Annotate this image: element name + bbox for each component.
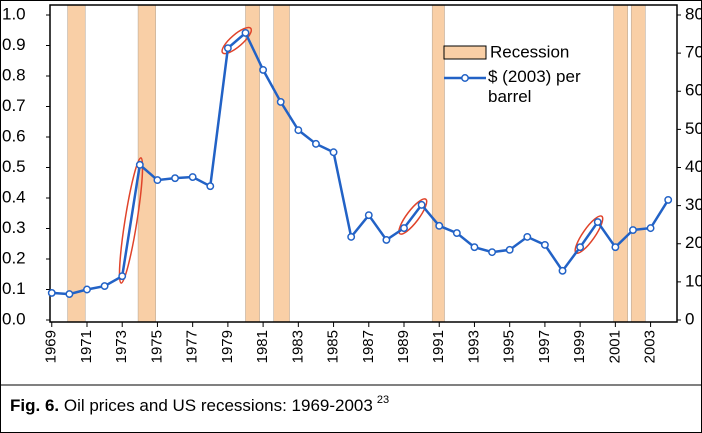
recession-bar — [245, 4, 260, 323]
data-point — [294, 126, 303, 135]
y-tick-label: 0.3 — [2, 218, 26, 237]
y2-tick-label: 60 — [685, 81, 702, 100]
x-tick-label: 1975 — [148, 330, 165, 363]
data-point — [435, 221, 444, 230]
x-tick-label: 1979 — [219, 330, 236, 363]
recession-bar — [431, 4, 445, 323]
y2-tick-label: 80 — [685, 4, 702, 23]
data-point — [118, 272, 127, 281]
legend-marker — [461, 74, 469, 82]
y-tick-label: 0.7 — [2, 96, 26, 115]
data-point — [593, 218, 602, 226]
y-tick-label: 0.9 — [2, 35, 26, 54]
data-point — [576, 243, 585, 252]
data-point — [83, 285, 91, 294]
data-point — [646, 224, 655, 233]
data-point — [558, 266, 567, 275]
data-point — [100, 282, 109, 291]
data-point — [488, 248, 497, 257]
legend-text-box: $ (2003) per barrel — [488, 67, 581, 106]
data-point — [611, 243, 620, 252]
data-point — [65, 290, 74, 299]
data-point — [171, 174, 179, 183]
data-point — [311, 139, 320, 148]
recession-bar — [613, 4, 628, 323]
y2-tick-label: 30 — [685, 195, 702, 214]
x-tick-label: 1989 — [395, 330, 412, 363]
y-tick-label: 0.8 — [2, 65, 26, 84]
x-tick-label: 1995 — [501, 330, 518, 363]
y-tick-label: 1.0 — [2, 4, 26, 23]
data-point — [206, 182, 215, 191]
data-point — [347, 232, 356, 241]
y-tick-label: 0.5 — [2, 157, 26, 176]
data-point — [188, 173, 197, 181]
x-tick-label: 2003 — [642, 330, 659, 363]
x-tick-label: 1983 — [289, 330, 306, 363]
x-tick-label: 1969 — [43, 330, 60, 363]
data-point — [153, 176, 162, 185]
legend-label: Recession — [490, 42, 569, 61]
x-tick-label: 1973 — [113, 330, 130, 363]
recession-bar — [273, 4, 290, 323]
caption-ref: 23 — [377, 394, 389, 406]
highlight-oval — [398, 198, 428, 235]
data-point — [47, 288, 56, 297]
data-point — [664, 195, 673, 204]
data-point — [629, 226, 637, 234]
recession-bar — [67, 4, 86, 323]
y-tick-label: 0.2 — [2, 248, 26, 267]
data-point — [417, 200, 426, 209]
plot: 0.0 0.1 0.2 0.3 0.4 0.5 0.6 0.7 0.8 0.9 1.0 0 10 20 30… — [2, 4, 702, 363]
data-point — [452, 229, 461, 238]
y-tick-label: 0.4 — [2, 187, 26, 206]
y-tick-label: 0.6 — [2, 126, 26, 145]
data-point — [223, 44, 232, 53]
x-tick-label: 1999 — [571, 330, 588, 363]
y-tick-label: 0.0 — [2, 309, 26, 328]
data-point — [470, 243, 479, 252]
y-tick-label: 0.1 — [2, 279, 26, 298]
legend-label: $ (2003) per barrel — [488, 67, 581, 106]
highlight-oval — [118, 157, 144, 284]
data-point — [241, 28, 250, 37]
data-point — [400, 224, 408, 233]
legend-swatch — [443, 45, 487, 60]
y2-tick-label: 20 — [685, 233, 702, 252]
data-point — [329, 148, 338, 157]
y2-tick-label: 10 — [685, 271, 702, 290]
data-point — [540, 240, 549, 249]
x-tick-label: 1997 — [536, 330, 553, 363]
x-tick-label: 1981 — [254, 330, 271, 363]
x-tick-label: 2001 — [606, 330, 623, 363]
data-point — [364, 211, 373, 220]
caption-text: Oil prices and US recessions: 1969-2003 — [59, 396, 373, 415]
x-tick-label: 1971 — [78, 330, 95, 363]
y2-tick-label: 0 — [685, 309, 694, 328]
caption-label: Fig. 6. — [10, 396, 59, 415]
data-point — [505, 245, 514, 254]
y2-tick-label: 40 — [685, 157, 702, 176]
data-point — [259, 65, 268, 74]
recession-bar — [630, 4, 646, 323]
highlight-oval — [221, 26, 253, 55]
x-tick-label: 1977 — [184, 330, 201, 363]
y2-tick-label: 50 — [685, 119, 702, 138]
data-point — [523, 232, 532, 241]
x-tick-label: 1993 — [465, 330, 482, 363]
data-point — [382, 235, 391, 244]
caption: Fig. 6. Oil prices and US recessions: 19… — [10, 394, 389, 416]
x-tick-label: 1991 — [430, 330, 447, 363]
y2-tick-label: 70 — [685, 43, 702, 62]
x-tick-label: 1985 — [325, 330, 342, 363]
plot-border — [49, 4, 678, 323]
data-point — [276, 97, 285, 106]
x-tick-label: 1987 — [360, 330, 377, 363]
data-point — [135, 160, 144, 169]
